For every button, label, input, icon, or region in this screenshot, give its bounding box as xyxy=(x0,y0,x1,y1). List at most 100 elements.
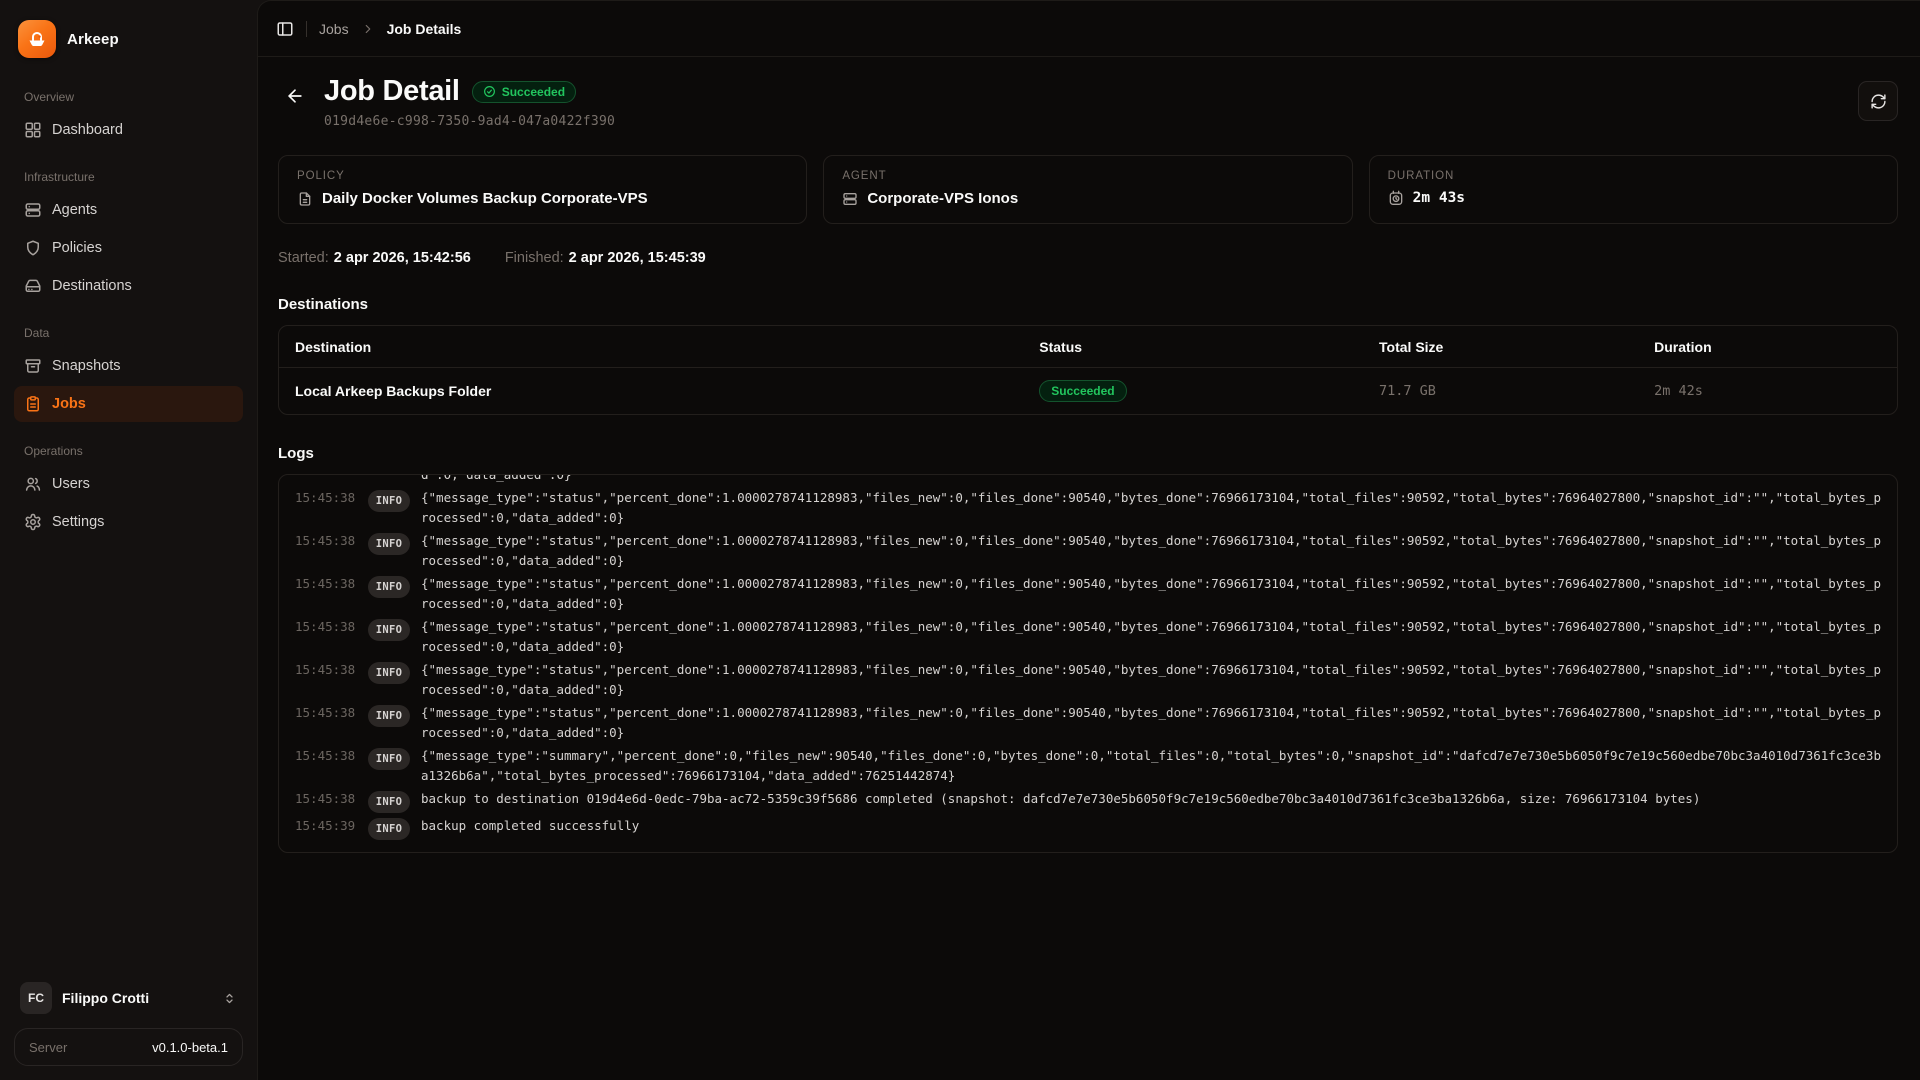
main-panel: Jobs Job Details Job Detail Succe xyxy=(257,0,1920,1080)
topbar: Jobs Job Details xyxy=(258,1,1920,57)
sidebar-item-label: Agents xyxy=(52,202,98,218)
divider xyxy=(306,20,307,37)
log-message: {"message_type":"status","percent_done":… xyxy=(421,490,1881,525)
users-icon xyxy=(24,475,42,493)
log-line: 15:45:38 INFO {"message_type":"status","… xyxy=(295,531,1881,571)
archive-icon xyxy=(24,357,42,375)
log-line: 15:45:38 INFO {"message_type":"status","… xyxy=(295,574,1881,614)
summary-cards: POLICY Daily Docker Volumes Backup Corpo… xyxy=(278,155,1898,224)
table-row[interactable]: Local Arkeep Backups Folder Succeeded 71… xyxy=(279,368,1897,414)
arkeep-logo-icon xyxy=(18,20,56,58)
log-level-badge: INFO xyxy=(368,662,410,684)
server-label: Server xyxy=(29,1039,68,1055)
started-value: 2 apr 2026, 15:42:56 xyxy=(333,250,471,266)
arrow-left-icon xyxy=(285,86,305,106)
job-id: 019d4e6e-c998-7350-9ad4-047a0422f390 xyxy=(324,114,616,129)
log-message: {"message_type":"status","percent_done":… xyxy=(421,619,1881,654)
log-timestamp: 15:45:38 xyxy=(295,662,356,677)
breadcrumb-jobs[interactable]: Jobs xyxy=(319,20,349,37)
nav-section-data: Data xyxy=(24,326,50,340)
duration-card-label: DURATION xyxy=(1387,170,1455,182)
server-icon xyxy=(842,191,858,207)
finished-time: Finished: 2 apr 2026, 15:45:39 xyxy=(505,250,706,266)
log-line: 15:45:38 INFO {"message_type":"summary",… xyxy=(295,746,1881,786)
page-title: Job Detail xyxy=(324,75,460,107)
col-duration: Duration xyxy=(1654,338,1712,355)
log-level-badge: INFO xyxy=(368,533,410,555)
detail-header: Job Detail Succeeded 019d4e6e-c998-7350-… xyxy=(278,75,1898,129)
sidebar-item-label: Destinations xyxy=(52,278,132,294)
app-logo: Arkeep xyxy=(14,14,243,68)
duration-card: DURATION 2m 43s xyxy=(1368,155,1898,224)
policy-card-value: Daily Docker Volumes Backup Corporate-VP… xyxy=(322,190,648,207)
log-line: 15:45:39 INFO backup completed successfu… xyxy=(295,816,1881,840)
row-duration: 2m 42s xyxy=(1654,383,1703,399)
clipboard-icon xyxy=(24,395,42,413)
row-status-badge: Succeeded xyxy=(1039,380,1127,402)
job-status-label: Succeeded xyxy=(501,84,566,99)
sidebar: Arkeep Overview Dashboard Infrastructure… xyxy=(0,0,257,1080)
user-menu[interactable]: FC Filippo Crotti xyxy=(14,978,243,1028)
server-icon xyxy=(24,201,42,219)
sidebar-item-label: Policies xyxy=(52,240,102,256)
row-destination: Local Arkeep Backups Folder xyxy=(295,383,492,399)
agent-card: AGENT Corporate-VPS Ionos xyxy=(823,155,1353,224)
log-level-badge: INFO xyxy=(368,490,410,512)
sidebar-item-settings[interactable]: Settings xyxy=(14,504,243,540)
log-level-badge: INFO xyxy=(368,705,410,727)
started-time: Started: 2 apr 2026, 15:42:56 xyxy=(278,250,471,266)
log-timestamp: 15:45:38 xyxy=(295,533,356,548)
log-timestamp: 15:45:38 xyxy=(295,705,356,720)
agent-card-label: AGENT xyxy=(842,170,887,182)
sidebar-item-destinations[interactable]: Destinations xyxy=(14,268,243,304)
refresh-button[interactable] xyxy=(1858,81,1898,121)
log-level-badge: INFO xyxy=(368,791,410,813)
log-message: backup to destination 019d4e6d-0edc-79ba… xyxy=(421,791,1701,806)
started-label: Started: xyxy=(278,250,329,266)
sidebar-item-label: Users xyxy=(52,476,90,492)
sidebar-item-agents[interactable]: Agents xyxy=(14,192,243,228)
destinations-table: Destination Status Total Size Duration L… xyxy=(278,325,1898,415)
table-header: Destination Status Total Size Duration xyxy=(279,326,1897,368)
log-timestamp: 15:45:38 xyxy=(295,576,356,591)
sidebar-item-policies[interactable]: Policies xyxy=(14,230,243,266)
hard-drive-icon xyxy=(24,277,42,295)
chevron-right-icon xyxy=(361,22,375,36)
row-total-size: 71.7 GB xyxy=(1379,383,1436,399)
dashboard-icon xyxy=(24,121,42,139)
log-level-badge: INFO xyxy=(368,576,410,598)
sidebar-item-snapshots[interactable]: Snapshots xyxy=(14,348,243,384)
log-level-badge: INFO xyxy=(368,748,410,770)
timer-icon xyxy=(1388,190,1404,206)
sidebar-item-dashboard[interactable]: Dashboard xyxy=(14,112,243,148)
logs-container[interactable]: d":0,"data_added":0} 15:45:38 INFO {"mes… xyxy=(278,474,1898,853)
check-circle-icon xyxy=(483,85,496,98)
shield-icon xyxy=(24,239,42,257)
log-timestamp: 15:45:38 xyxy=(295,791,356,806)
log-timestamp: 15:45:38 xyxy=(295,619,356,634)
sidebar-toggle-icon[interactable] xyxy=(276,20,294,38)
log-message: {"message_type":"status","percent_done":… xyxy=(421,576,1881,611)
sidebar-item-jobs[interactable]: Jobs xyxy=(14,386,243,422)
duration-card-value: 2m 43s xyxy=(1412,190,1466,206)
log-level-badge: INFO xyxy=(368,818,410,840)
log-message: {"message_type":"status","percent_done":… xyxy=(421,662,1881,697)
log-message: {"message_type":"status","percent_done":… xyxy=(421,533,1881,568)
chevrons-up-down-icon xyxy=(222,991,237,1006)
back-button[interactable] xyxy=(278,79,312,113)
col-total-size: Total Size xyxy=(1379,338,1444,355)
user-name: Filippo Crotti xyxy=(62,990,150,1006)
server-version-value: v0.1.0-beta.1 xyxy=(152,1039,228,1055)
sidebar-item-label: Dashboard xyxy=(52,122,123,138)
sidebar-item-label: Settings xyxy=(52,514,105,530)
log-timestamp: 15:45:38 xyxy=(295,490,356,505)
log-timestamp: 15:45:38 xyxy=(295,748,356,763)
app-name: Arkeep xyxy=(67,30,119,48)
avatar: FC xyxy=(20,982,52,1014)
job-times: Started: 2 apr 2026, 15:42:56 Finished: 2 … xyxy=(278,250,1898,266)
sidebar-item-users[interactable]: Users xyxy=(14,466,243,502)
nav-section-infrastructure: Infrastructure xyxy=(24,170,95,184)
log-timestamp: 15:45:39 xyxy=(295,818,356,833)
log-line: 15:45:38 INFO {"message_type":"status","… xyxy=(295,703,1881,743)
nav-section-operations: Operations xyxy=(24,444,83,458)
